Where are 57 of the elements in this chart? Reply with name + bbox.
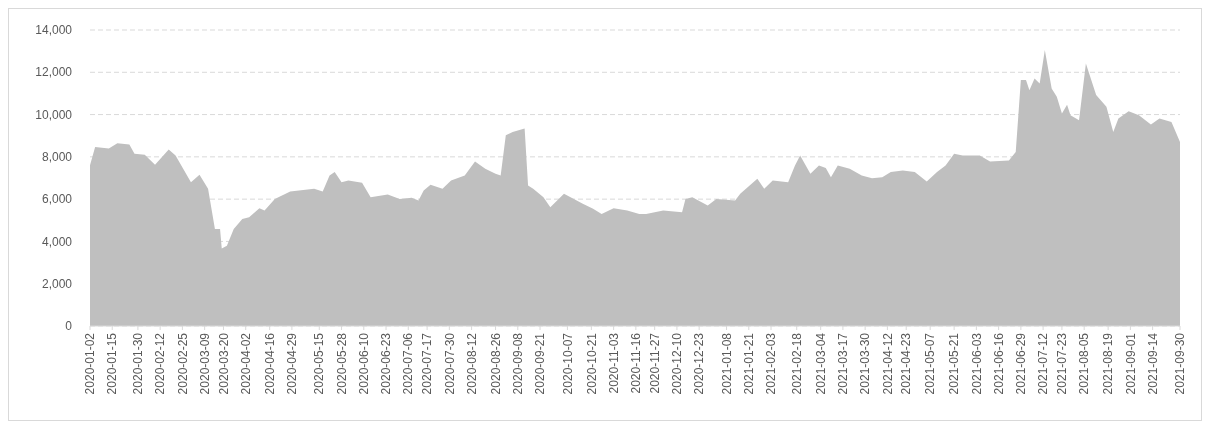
x-tick-label: 2020-06-10	[356, 332, 371, 395]
x-tick-label: 2020-01-02	[83, 332, 98, 395]
x-tick-label: 2021-01-21	[741, 332, 756, 395]
x-tick-label: 2021-09-30	[1173, 332, 1188, 395]
x-tick-label: 2021-09-01	[1123, 332, 1138, 395]
x-tick-label: 2020-02-25	[175, 332, 190, 395]
x-tick-label: 2021-07-12	[1036, 332, 1051, 395]
y-tick-label: 10,000	[35, 107, 73, 122]
x-tick-label: 2021-03-30	[858, 332, 873, 395]
x-tick-label: 2021-06-16	[991, 332, 1006, 395]
x-tick-label: 2020-10-07	[560, 332, 575, 395]
y-tick-label: 8,000	[41, 150, 73, 165]
x-tick-label: 2021-03-17	[836, 332, 851, 395]
x-tick-label: 2021-08-05	[1077, 332, 1092, 395]
x-tick-label: 2021-04-12	[880, 332, 895, 395]
x-tick-label: 2020-10-21	[584, 332, 599, 395]
x-tick-label: 2020-05-15	[312, 332, 327, 395]
y-tick-label: 2,000	[41, 276, 73, 291]
x-tick-label: 2021-08-19	[1101, 332, 1116, 395]
x-tick-label: 2020-02-12	[153, 332, 168, 395]
x-tick-label: 2021-04-23	[899, 332, 914, 395]
x-tick-label: 2020-07-17	[420, 332, 435, 395]
x-tick-label: 2020-08-26	[488, 332, 503, 395]
x-tick-label: 2020-09-08	[510, 332, 525, 395]
x-tick-label: 2021-01-08	[719, 332, 734, 395]
x-tick-label: 2020-01-30	[131, 332, 146, 395]
y-tick-label: 12,000	[35, 65, 73, 80]
y-tick-label: 4,000	[41, 234, 73, 249]
y-tick-label: 14,000	[35, 23, 73, 38]
x-tick-label: 2020-05-28	[334, 332, 349, 395]
x-tick-label: 2021-02-03	[764, 332, 779, 395]
x-tick-label: 2020-03-09	[197, 332, 212, 395]
x-tick-label: 2020-03-20	[216, 332, 231, 395]
x-tick-label: 2020-07-30	[442, 332, 457, 395]
x-tick-label: 2020-07-06	[401, 332, 416, 395]
x-tick-label: 2020-04-02	[238, 332, 253, 395]
x-tick-label: 2020-11-27	[647, 332, 662, 394]
x-tick-label: 2020-08-12	[464, 332, 479, 395]
x-tick-label: 2021-03-04	[813, 332, 828, 395]
y-tick-label: 6,000	[41, 192, 73, 207]
x-tick-label: 2021-02-18	[789, 332, 804, 395]
x-tick-label: 2020-04-16	[262, 332, 277, 395]
x-tick-label: 2021-07-23	[1055, 332, 1070, 395]
x-tick-label: 2021-06-03	[969, 332, 984, 395]
y-tick-label: 0	[65, 319, 73, 334]
x-tick-label: 2021-06-29	[1014, 332, 1029, 395]
x-tick-label: 2020-01-15	[105, 332, 120, 395]
x-tick-label: 2020-12-10	[670, 332, 685, 395]
x-tick-label: 2021-05-07	[923, 332, 938, 395]
x-tick-label: 2020-11-16	[629, 332, 644, 394]
x-tick-label: 2020-09-21	[533, 332, 548, 395]
x-tick-label: 2020-12-23	[692, 332, 707, 395]
x-tick-label: 2020-06-23	[379, 332, 394, 395]
x-tick-label: 2020-11-03	[606, 332, 621, 394]
x-tick-label: 2021-09-14	[1145, 332, 1160, 395]
x-tick-label: 2020-04-29	[285, 332, 300, 395]
x-tick-label: 2021-05-21	[947, 332, 962, 395]
